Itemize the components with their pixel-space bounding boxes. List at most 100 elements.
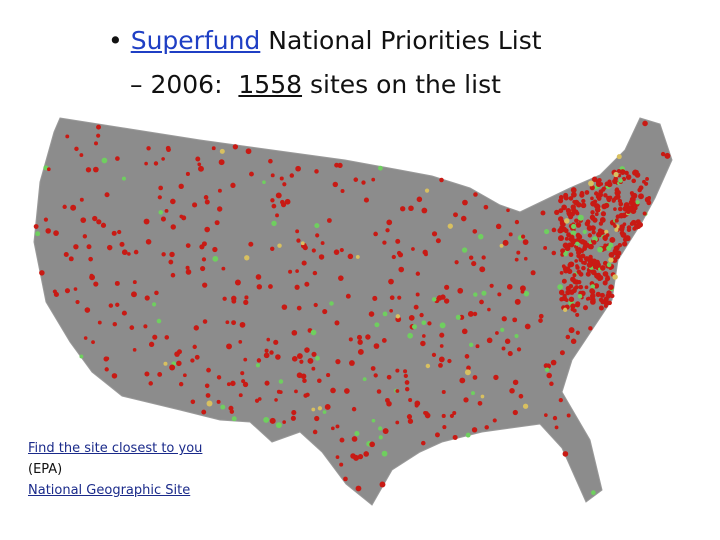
site-dot	[313, 302, 318, 308]
site-dot	[497, 292, 502, 297]
site-dot	[385, 397, 390, 403]
site-dot	[540, 210, 546, 216]
site-dot	[348, 360, 355, 366]
site-dot	[558, 195, 564, 200]
site-dot	[579, 238, 586, 245]
site-dot	[244, 255, 250, 261]
site-dot	[234, 279, 241, 286]
site-dot	[317, 406, 323, 411]
site-dot	[288, 269, 293, 274]
site-dot	[500, 327, 505, 332]
site-dot	[454, 260, 459, 265]
site-dot	[355, 485, 362, 492]
superfund-link[interactable]: Superfund	[130, 26, 261, 55]
site-dot	[114, 280, 120, 286]
site-dot	[278, 379, 284, 384]
site-dot	[438, 362, 443, 368]
site-dot	[560, 221, 566, 228]
site-dot	[524, 323, 531, 330]
site-dot	[612, 248, 619, 255]
site-dot	[379, 481, 386, 488]
site-dot	[404, 380, 410, 385]
site-dot	[561, 204, 567, 211]
site-dot	[568, 327, 575, 334]
site-dot	[35, 231, 41, 237]
site-dot	[439, 344, 444, 348]
site-dot	[504, 338, 511, 345]
site-dot	[629, 196, 636, 203]
site-dot	[337, 162, 343, 168]
site-dot	[601, 186, 606, 191]
site-dot	[486, 337, 493, 344]
find-site-link[interactable]: Find the site closest to you	[28, 441, 203, 456]
site-dot	[431, 352, 437, 357]
site-dot	[591, 490, 596, 496]
site-dot	[622, 241, 628, 247]
site-dot	[614, 218, 619, 223]
site-dot	[608, 257, 614, 263]
site-dot	[596, 231, 602, 238]
site-dot	[282, 182, 287, 187]
site-dot	[79, 354, 84, 359]
site-dot	[603, 193, 608, 198]
site-dot	[194, 354, 200, 360]
site-dot	[544, 367, 550, 373]
site-dot	[304, 281, 310, 287]
site-dot	[573, 286, 577, 291]
site-dot	[231, 298, 237, 304]
site-dot	[499, 243, 504, 248]
site-dot	[457, 287, 464, 294]
site-dot	[452, 410, 457, 416]
site-dot	[338, 275, 344, 281]
site-dot	[356, 334, 363, 340]
site-dot	[519, 285, 526, 292]
site-dot	[395, 389, 400, 393]
site-dot	[550, 359, 557, 366]
sub-bullet: – 2006: 1558 sites on the list	[130, 70, 501, 99]
site-dot	[53, 230, 59, 236]
site-dot	[449, 413, 455, 419]
site-dot	[43, 217, 49, 222]
site-dot	[248, 241, 254, 247]
site-dot	[578, 271, 584, 277]
site-dot	[635, 219, 641, 225]
site-dot	[434, 432, 440, 438]
site-dot	[117, 229, 122, 235]
site-dot	[281, 304, 288, 310]
site-dot	[630, 193, 635, 198]
site-dot	[590, 196, 594, 201]
site-dot	[568, 252, 574, 258]
site-dot	[299, 359, 304, 364]
site-dot	[86, 244, 92, 250]
site-dot	[475, 344, 480, 349]
site-dot	[461, 247, 468, 253]
natgeo-link[interactable]: National Geographic Site	[28, 483, 191, 498]
site-dot	[93, 141, 98, 146]
site-dot	[161, 157, 165, 161]
site-dot	[362, 377, 367, 382]
site-dot	[615, 254, 620, 260]
site-dot	[421, 207, 428, 214]
site-dot	[96, 133, 101, 138]
site-dot	[92, 215, 98, 222]
site-dot	[335, 455, 340, 460]
site-dot	[424, 411, 429, 416]
site-dot	[275, 213, 279, 218]
site-dot	[330, 426, 335, 431]
site-dot	[406, 414, 413, 420]
site-dot	[570, 187, 577, 193]
site-dot	[121, 176, 126, 181]
site-dot	[502, 239, 509, 246]
site-dot	[357, 339, 363, 345]
site-dot	[389, 295, 395, 301]
site-dot	[554, 425, 559, 430]
site-dot	[198, 165, 204, 172]
site-dot	[422, 249, 428, 255]
site-dot	[129, 325, 135, 330]
site-dot	[374, 322, 380, 328]
site-dot	[170, 272, 176, 278]
site-dot	[206, 367, 211, 373]
site-dot	[565, 285, 571, 292]
site-dot	[473, 192, 478, 197]
